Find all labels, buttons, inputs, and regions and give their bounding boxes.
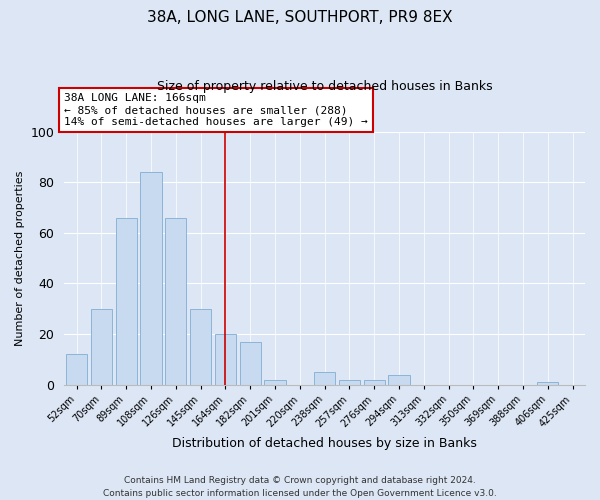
Text: 38A, LONG LANE, SOUTHPORT, PR9 8EX: 38A, LONG LANE, SOUTHPORT, PR9 8EX (147, 10, 453, 25)
Bar (116, 218, 137, 384)
Bar (388, 374, 410, 384)
Bar (66, 354, 87, 384)
Bar (364, 380, 385, 384)
Text: 38A LONG LANE: 166sqm
← 85% of detached houses are smaller (288)
14% of semi-det: 38A LONG LANE: 166sqm ← 85% of detached … (64, 94, 368, 126)
Y-axis label: Number of detached properties: Number of detached properties (15, 170, 25, 346)
Bar (140, 172, 161, 384)
Bar (314, 372, 335, 384)
Text: Contains HM Land Registry data © Crown copyright and database right 2024.
Contai: Contains HM Land Registry data © Crown c… (103, 476, 497, 498)
Bar (91, 308, 112, 384)
Bar (339, 380, 360, 384)
Bar (165, 218, 187, 384)
Bar (265, 380, 286, 384)
X-axis label: Distribution of detached houses by size in Banks: Distribution of detached houses by size … (172, 437, 477, 450)
Bar (239, 342, 261, 384)
Bar (190, 308, 211, 384)
Bar (537, 382, 559, 384)
Title: Size of property relative to detached houses in Banks: Size of property relative to detached ho… (157, 80, 493, 93)
Bar (215, 334, 236, 384)
